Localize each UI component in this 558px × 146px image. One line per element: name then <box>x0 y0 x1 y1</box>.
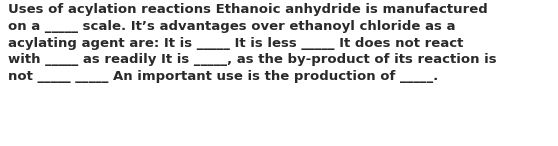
Text: Uses of acylation reactions Ethanoic anhydride is manufactured
on a _____ scale.: Uses of acylation reactions Ethanoic anh… <box>8 3 497 83</box>
